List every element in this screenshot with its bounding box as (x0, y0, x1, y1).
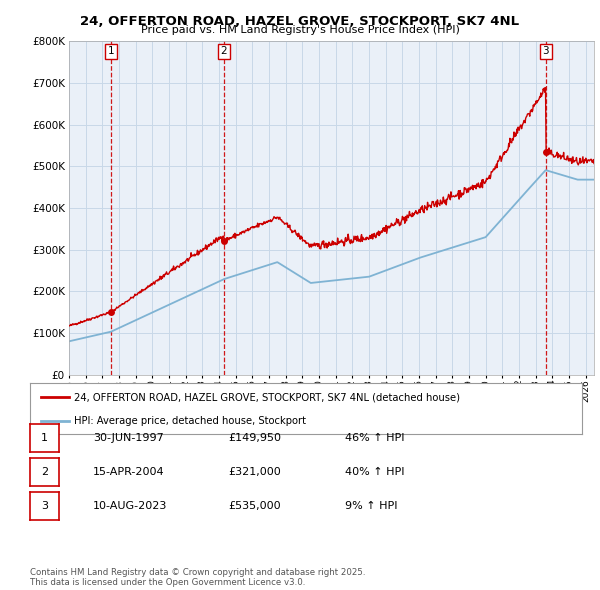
Text: £321,000: £321,000 (228, 467, 281, 477)
Text: 15-APR-2004: 15-APR-2004 (93, 467, 164, 477)
Text: 2: 2 (41, 467, 48, 477)
Text: 24, OFFERTON ROAD, HAZEL GROVE, STOCKPORT, SK7 4NL: 24, OFFERTON ROAD, HAZEL GROVE, STOCKPOR… (80, 15, 520, 28)
Text: 46% ↑ HPI: 46% ↑ HPI (345, 433, 404, 442)
Text: 2: 2 (221, 46, 227, 56)
Text: 3: 3 (542, 46, 549, 56)
Text: Price paid vs. HM Land Registry's House Price Index (HPI): Price paid vs. HM Land Registry's House … (140, 25, 460, 35)
Text: HPI: Average price, detached house, Stockport: HPI: Average price, detached house, Stoc… (74, 416, 306, 426)
Text: 1: 1 (107, 46, 114, 56)
Text: 40% ↑ HPI: 40% ↑ HPI (345, 467, 404, 477)
Text: £535,000: £535,000 (228, 502, 281, 511)
Text: 24, OFFERTON ROAD, HAZEL GROVE, STOCKPORT, SK7 4NL (detached house): 24, OFFERTON ROAD, HAZEL GROVE, STOCKPOR… (74, 392, 460, 402)
Text: Contains HM Land Registry data © Crown copyright and database right 2025.
This d: Contains HM Land Registry data © Crown c… (30, 568, 365, 587)
Text: £149,950: £149,950 (228, 433, 281, 442)
Text: 30-JUN-1997: 30-JUN-1997 (93, 433, 164, 442)
Text: 3: 3 (41, 502, 48, 511)
Text: 1: 1 (41, 433, 48, 442)
Text: 9% ↑ HPI: 9% ↑ HPI (345, 502, 398, 511)
Text: 10-AUG-2023: 10-AUG-2023 (93, 502, 167, 511)
